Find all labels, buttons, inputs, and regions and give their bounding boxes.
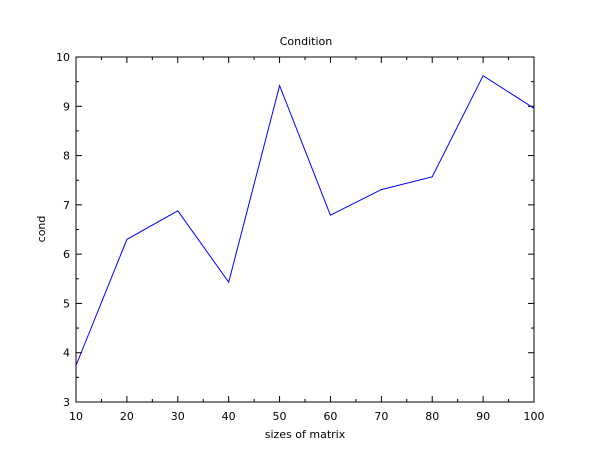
y-axis-tick-labels: 3 4 5 6 7 8 9 10 bbox=[56, 51, 70, 409]
y-axis-title: cond bbox=[35, 216, 48, 243]
y-tick-label: 3 bbox=[63, 396, 70, 409]
x-tick-label: 30 bbox=[171, 410, 185, 423]
x-tick-label: 40 bbox=[222, 410, 236, 423]
x-tick-label: 10 bbox=[69, 410, 83, 423]
y-tick-label: 8 bbox=[63, 150, 70, 163]
x-axis-title: sizes of matrix bbox=[265, 428, 346, 441]
y-tick-label: 6 bbox=[63, 248, 70, 261]
series-group bbox=[75, 74, 535, 366]
y-tick-label: 5 bbox=[63, 297, 70, 310]
y-tick-label: 7 bbox=[63, 199, 70, 212]
x-tick-label: 20 bbox=[120, 410, 134, 423]
series-line bbox=[75, 74, 535, 366]
y-axis-ticks bbox=[76, 56, 534, 403]
x-axis-ticks bbox=[75, 57, 535, 402]
y-tick-label: 9 bbox=[63, 100, 70, 113]
x-tick-label: 50 bbox=[273, 410, 287, 423]
chart-title: Condition bbox=[280, 35, 333, 48]
x-tick-label: 80 bbox=[425, 410, 439, 423]
x-tick-label: 70 bbox=[374, 410, 388, 423]
x-tick-label: 60 bbox=[323, 410, 337, 423]
y-tick-label: 10 bbox=[56, 51, 70, 64]
x-tick-label: 100 bbox=[524, 410, 545, 423]
x-axis-tick-labels: 10 20 30 40 50 60 70 80 90 100 bbox=[69, 410, 545, 423]
y-tick-label: 4 bbox=[63, 347, 70, 360]
x-tick-label: 90 bbox=[476, 410, 490, 423]
